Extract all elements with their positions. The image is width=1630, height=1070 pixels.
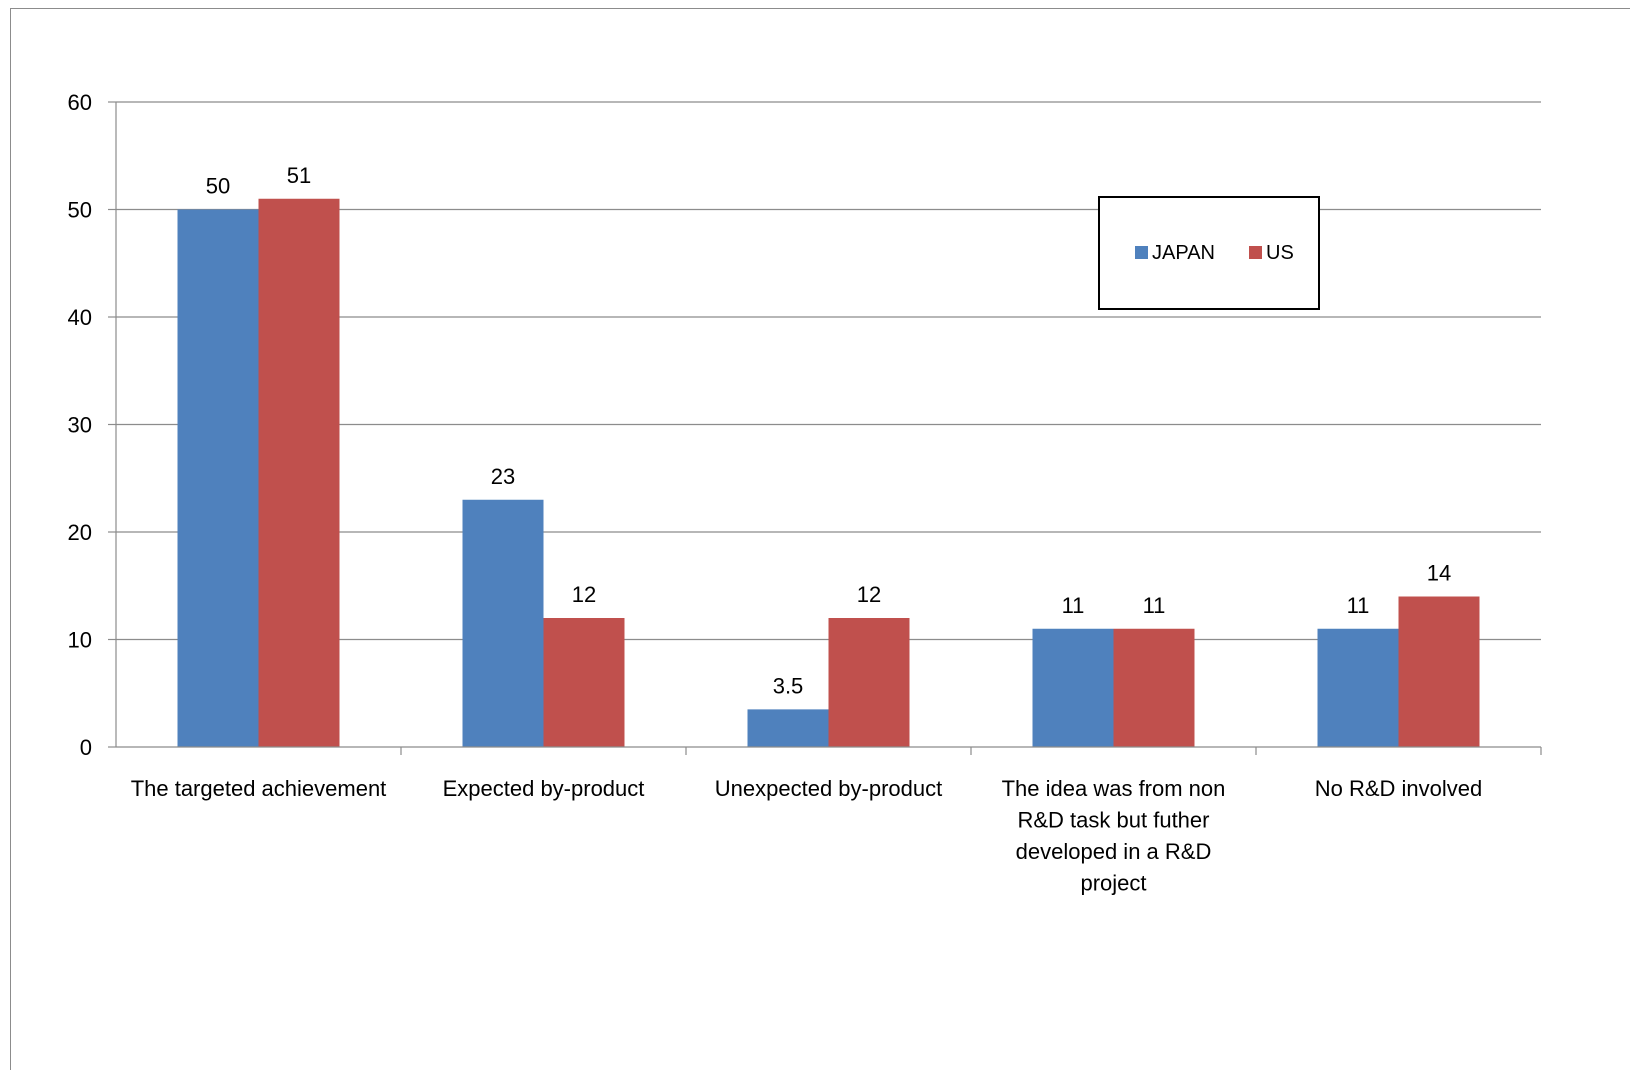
data-label: 50 — [206, 174, 230, 199]
bar-us — [828, 618, 910, 747]
x-category-label-line: No R&D involved — [1315, 776, 1483, 801]
x-category-label-line: R&D task but futher — [1018, 808, 1210, 833]
legend: JAPAN US — [1098, 196, 1320, 310]
x-category-label-line: The idea was from non — [1002, 776, 1226, 801]
data-labels: 50 51 23 12 3.5 12 11 11 11 14 — [206, 163, 1451, 699]
bar-us — [543, 618, 625, 747]
y-tick-label: 60 — [68, 90, 92, 115]
x-category-label: No R&D involved — [1315, 776, 1483, 801]
x-category-label: Unexpected by-product — [715, 776, 942, 801]
y-tick-label: 50 — [68, 198, 92, 223]
x-category-label: Expected by-product — [443, 776, 645, 801]
chart-frame — [10, 8, 1630, 1070]
x-category-label-line: The targeted achievement — [131, 776, 387, 801]
y-tick-label: 40 — [68, 305, 92, 330]
y-tick-label: 0 — [80, 735, 92, 760]
data-label: 23 — [491, 464, 515, 489]
data-label: 11 — [1347, 593, 1370, 618]
data-label: 14 — [1427, 561, 1451, 586]
bars — [177, 198, 1480, 747]
x-category-label-line: developed in a R&D — [1016, 839, 1212, 864]
y-axis: 0 10 20 30 40 50 60 — [68, 90, 117, 760]
legend-label-japan: JAPAN — [1152, 242, 1215, 264]
y-tick-label: 10 — [68, 628, 92, 653]
legend-swatch-us — [1249, 246, 1262, 259]
y-tick-label: 20 — [68, 520, 92, 545]
y-tick-label: 30 — [68, 413, 92, 438]
x-category-label: The idea was from non R&D task but futher… — [1002, 776, 1226, 896]
x-category-label-line: Unexpected by-product — [715, 776, 942, 801]
data-label: 12 — [572, 582, 596, 607]
legend-swatch-japan — [1135, 246, 1148, 259]
x-category-label: The targeted achievement — [131, 776, 387, 801]
bar-japan — [177, 209, 259, 747]
bar-us — [258, 198, 340, 747]
data-label: 11 — [1062, 593, 1085, 618]
data-label: 11 — [1143, 593, 1166, 618]
data-label: 51 — [287, 163, 311, 188]
bar-japan — [1032, 628, 1114, 747]
bar-us — [1398, 596, 1480, 747]
data-label: 12 — [857, 582, 881, 607]
x-category-label-line: Expected by-product — [443, 776, 645, 801]
bar-japan — [462, 499, 544, 747]
bar-japan — [1317, 628, 1399, 747]
legend-label-us: US — [1266, 242, 1294, 264]
bar-japan — [747, 709, 829, 747]
x-category-label-line: project — [1080, 871, 1146, 896]
data-label: 3.5 — [773, 673, 804, 698]
bar-us — [1113, 628, 1195, 747]
x-axis: The targeted achievement Expected by-prod… — [116, 746, 1542, 896]
